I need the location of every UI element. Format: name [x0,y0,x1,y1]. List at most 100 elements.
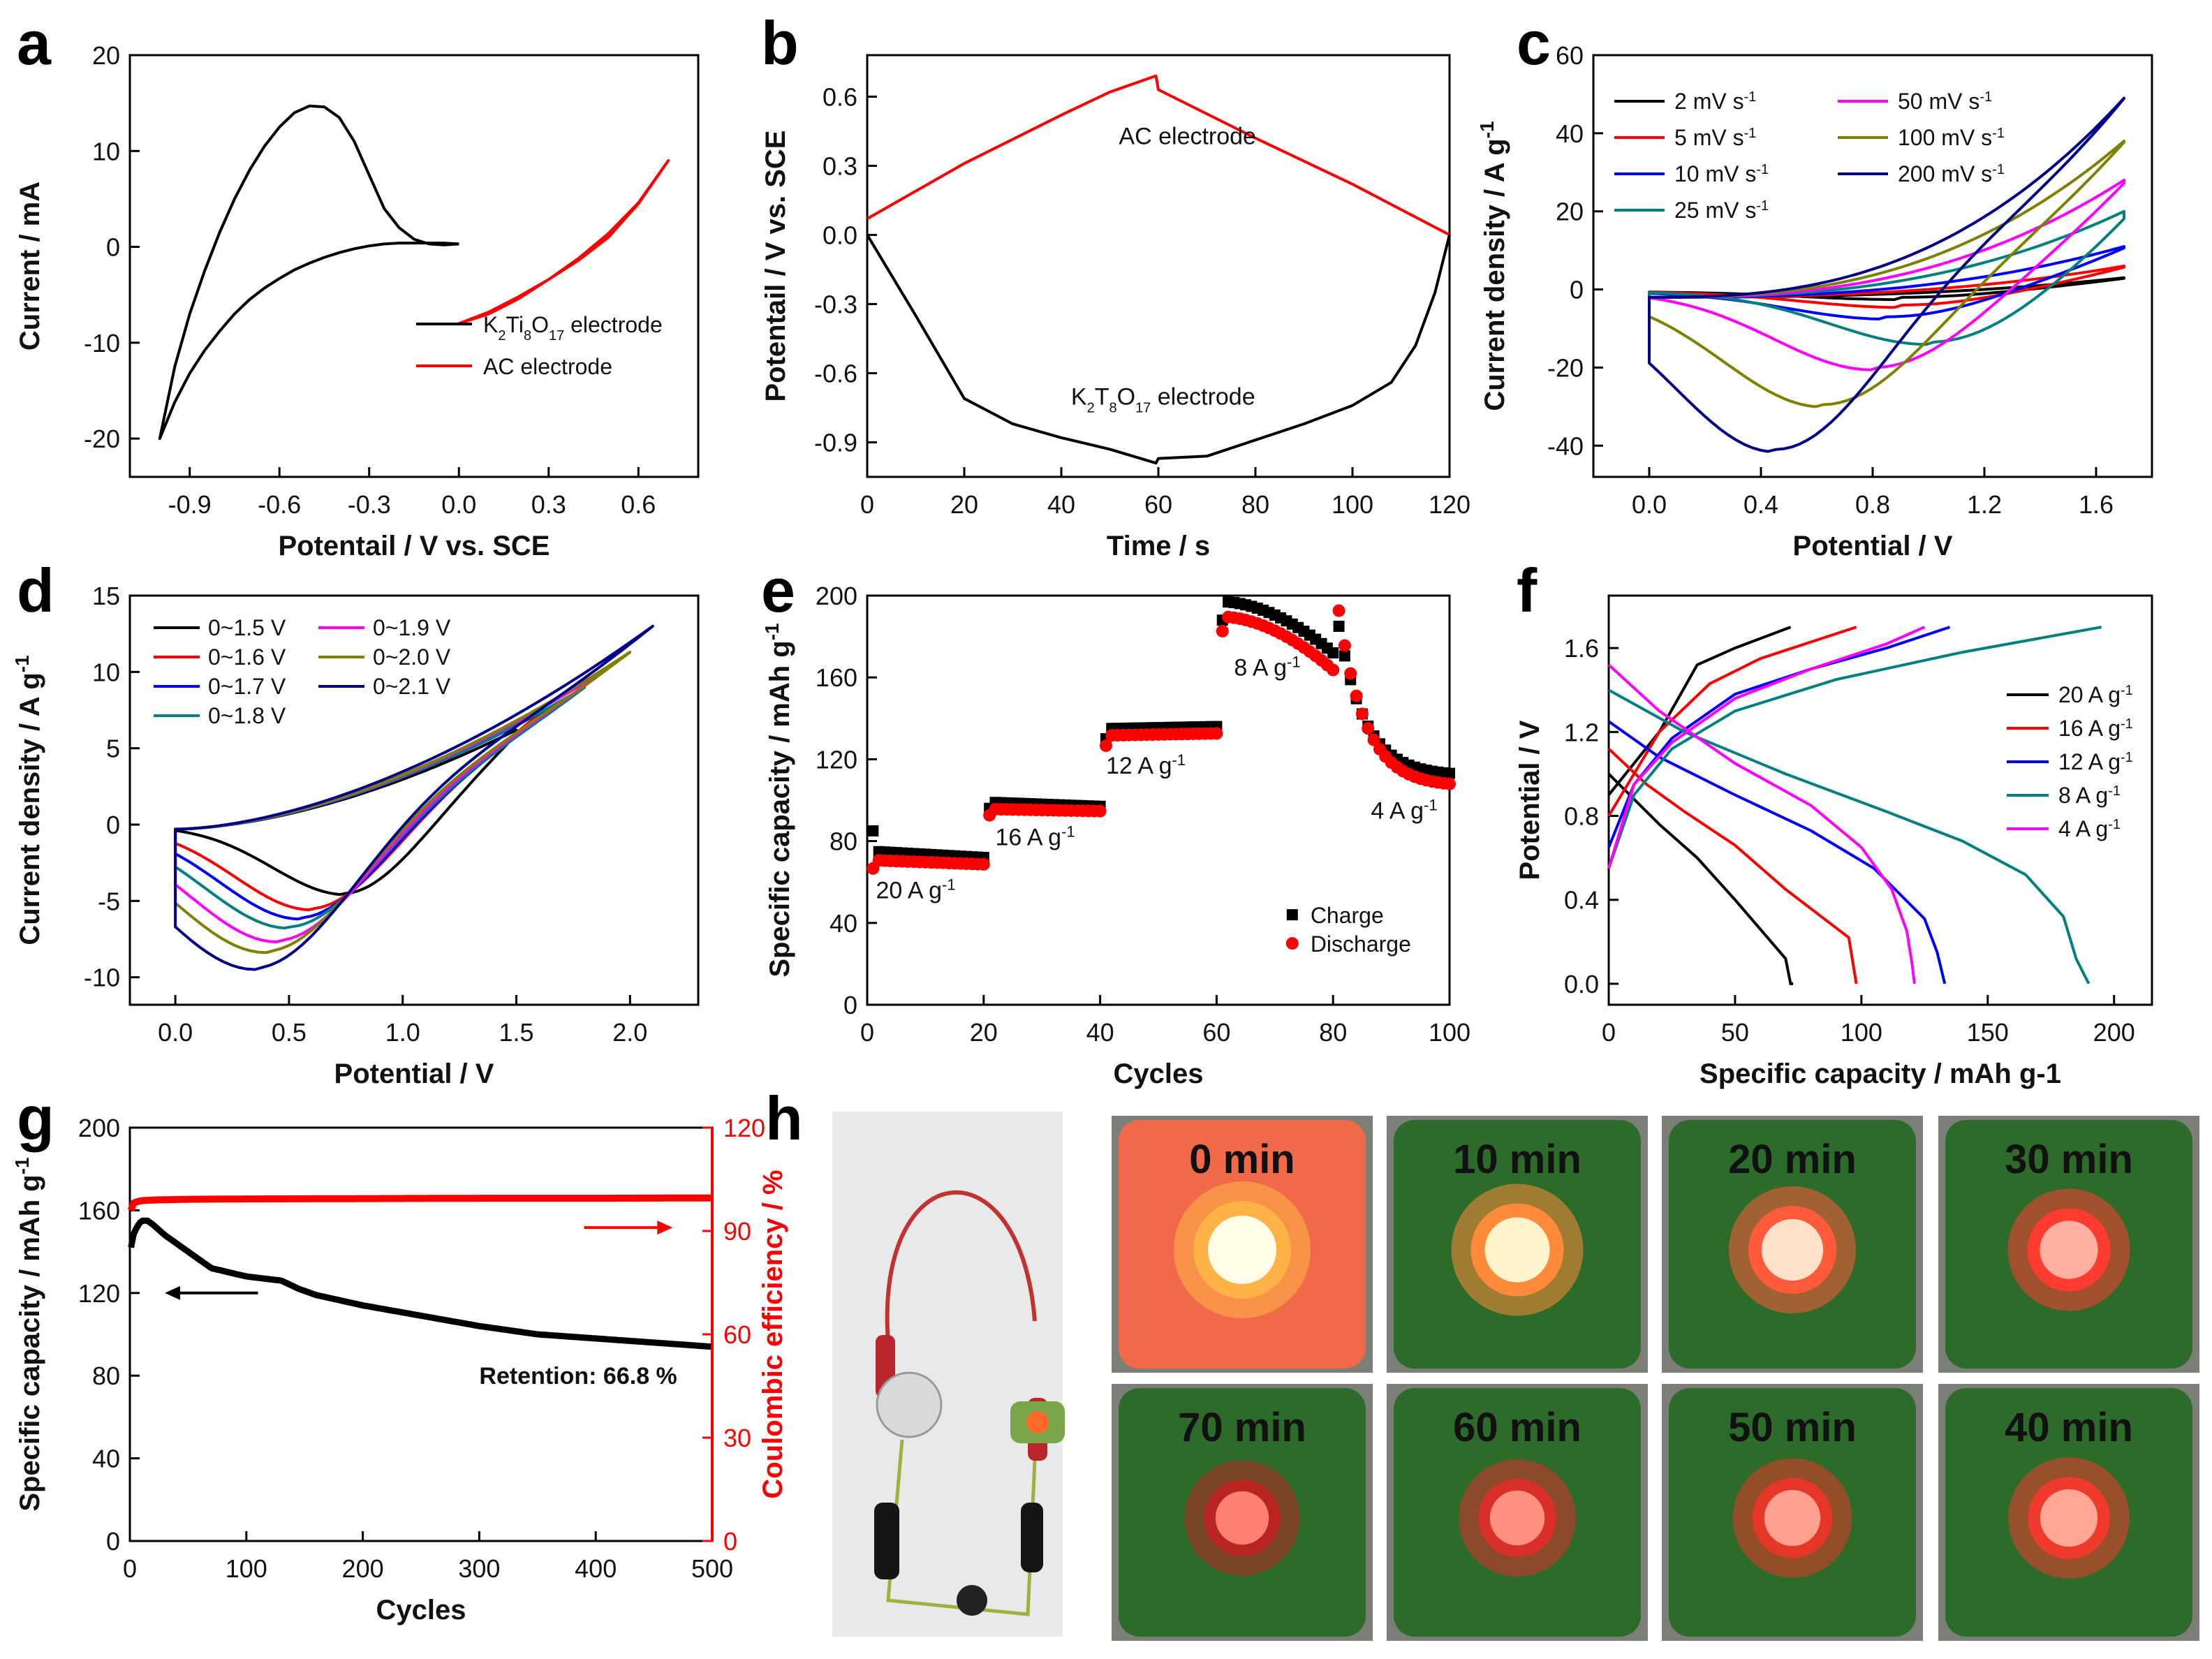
chart-a: -0.9 -0.6 -0.3 0.0 0.3 0.6 -20 -10 0 10 20 Potentai… [15,41,700,561]
y-tick-label-f: 1.6 [1564,634,1599,663]
panel-letter-h: h [765,1084,803,1153]
series-charge-f-4 [1607,626,1926,869]
x-tick-label-f: 150 [1967,1018,2009,1047]
x-axis-title-d: Potential / V [334,1059,494,1089]
photo-time-label: 10 min [1453,1137,1581,1182]
x-tick-label-a: -0.6 [258,490,301,519]
y-tick-label-d: 0 [106,811,120,839]
x-tick-label-d: 0.5 [272,1018,307,1047]
y-tick-label-f: 0.4 [1564,886,1599,915]
x-tick-label-b: 60 [1144,490,1172,519]
y2-tick-label-g: 0 [723,1527,737,1556]
annotation-ac-electrode: AC electrode [1119,124,1256,150]
series-line-a-0 [158,104,459,441]
series-discharge-f-1 [1607,747,1858,985]
chart-g: 0 100 200 300 400 50004080120160200CyclesSpec… [11,1114,789,1625]
red-wire [885,1190,1037,1343]
x-tick-label-f: 100 [1841,1018,1882,1047]
legend-label-f-3: 8 A g-1 [2058,783,2121,808]
y-tick-label-c: -40 [1547,432,1584,460]
black-clip-left [874,1503,899,1579]
x-tick-label-c: 0.0 [1632,490,1667,519]
y-tick-label-a: 0 [106,233,120,262]
series-line-c-5 [1648,140,2125,408]
legend-label-d-4: 0~1.9 V [373,615,451,640]
x-axis-title-g: Cycles [376,1595,466,1625]
y-tick-label-d: -5 [98,887,120,915]
chart-e: 0 20 40 60 80 100 0 40 80 120 160 200 Cycles Specific… [761,582,1471,1089]
x-tick-label-d: 0.0 [158,1018,193,1047]
y-tick-label-a: -20 [84,425,120,453]
chart-d: 0.0 0.5 1.0 1.5 2.0 -10 -5 0 5 10 15 Potential / V C… [11,582,700,1089]
point-discharge [1350,689,1363,702]
y2-tick-label-g: 120 [723,1114,765,1142]
x-tick-label-b: 20 [950,490,978,519]
x-tick-label-a: 0.6 [621,490,656,519]
series-capacity-g [128,1217,711,1350]
y-tick-label-e: 40 [830,909,857,938]
x-tick-label-c: 0.4 [1743,490,1778,519]
point-discharge [1367,733,1380,746]
led-photo-3: 30 min [1938,1116,2199,1373]
led-core [1761,1218,1824,1281]
point-charge [1444,767,1455,779]
photo-time-label: 70 min [1178,1405,1306,1450]
series-discharge-f-3 [1608,688,2091,985]
point-charge [867,825,879,836]
led-photo-4: 70 min [1112,1384,1373,1641]
y-tick-label-g: 0 [106,1527,120,1556]
legend-label-d-1: 0~1.6 V [208,644,286,670]
series-line-c-6 [1648,96,2125,453]
x-axis-title-a: Potentail / V vs. SCE [278,531,550,561]
led-core [1489,1490,1545,1546]
y-tick-label-b: 0.0 [823,221,857,249]
series-line-a-1 [458,159,670,325]
legend-label-charge: Charge [1311,903,1384,928]
point-discharge [1093,804,1107,818]
black-clip-right [1021,1503,1043,1572]
legend-label-d-6: 0~2.1 V [373,674,451,699]
panel-letter-e: e [761,556,795,625]
x-tick-label-b: 0 [860,490,874,519]
legend-label-d-0: 0~1.5 V [208,615,286,640]
panel-letter-g: g [17,1084,54,1153]
annotation-retention: Retention: 66.8 % [479,1363,677,1389]
legend-marker-discharge [1285,937,1299,950]
x-tick-label-c: 1.6 [2079,490,2114,519]
y-tick-label-c: -20 [1547,353,1584,382]
y-tick-label-b: -0.6 [814,359,857,388]
legend-label-discharge: Discharge [1311,931,1411,957]
y-tick-label-d: 15 [92,582,120,610]
x-tick-label-b: 80 [1241,490,1269,519]
y-tick-label-c: 60 [1556,41,1584,70]
y-tick-label-e: 160 [816,663,857,692]
x-tick-label-g: 200 [342,1554,384,1583]
annotation-k2t8o17-electrode: K2T8O17 electrode [1071,383,1255,415]
y-tick-label-e: 200 [816,582,857,610]
led-photo-2: 20 min [1662,1116,1923,1373]
led-core [1764,1489,1821,1547]
x-tick-label-a: 0.3 [531,490,566,519]
x-axis-title-c: Potential / V [1793,531,1953,561]
legend-label-c-3: 25 mV s-1 [1674,198,1769,223]
chart-b: 0 20 40 60 80 100 120 -0.9 -0.6 -0.3 0.0 0.3 0.6 Time… [760,54,1470,561]
y-tick-label-g: 160 [78,1196,120,1225]
led-photo-0: 0 min [1112,1116,1373,1373]
plot-frame-d [128,594,700,1006]
panel-letter-f: f [1517,556,1538,625]
series-line-b-0 [867,74,1450,237]
led-photo-6: 50 min [1662,1384,1923,1641]
y-tick-label-e: 0 [843,991,857,1019]
x-tick-label-a: 0.0 [441,490,476,519]
y2-tick-label-g: 90 [723,1217,751,1246]
led-core [1208,1216,1276,1284]
point-discharge [1327,663,1340,677]
point-discharge [1210,727,1223,740]
series-line-d-6 [174,624,654,971]
legend-label-d-3: 0~1.8 V [208,703,286,728]
point-discharge [1216,624,1229,637]
y-tick-label-g: 120 [78,1279,120,1308]
y-tick-label-f: 1.2 [1564,718,1599,746]
point-discharge [1332,604,1345,617]
y-tick-label-d: -10 [84,964,120,992]
